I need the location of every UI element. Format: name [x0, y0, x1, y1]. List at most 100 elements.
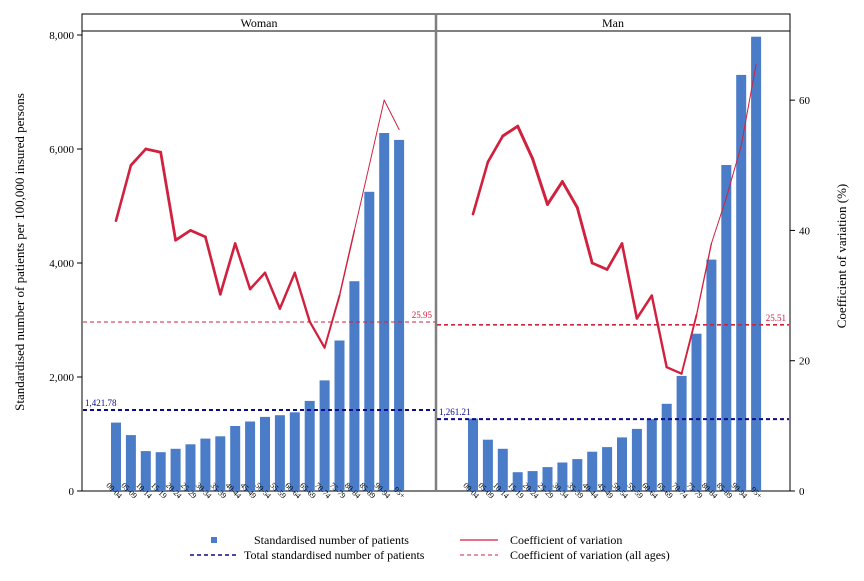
bar-woman-17 — [364, 191, 375, 492]
bar-woman-11 — [274, 415, 285, 491]
bar-man-19 — [751, 36, 762, 491]
cv-segment-woman-10 — [263, 271, 282, 310]
bar-woman-3 — [155, 452, 166, 491]
bar-woman-16 — [349, 281, 360, 491]
bar-man-14 — [676, 375, 687, 491]
legend-label-cv: Coefficient of variation — [510, 533, 622, 547]
bar-woman-2 — [140, 451, 151, 491]
cv-segment-woman-2 — [144, 147, 163, 154]
cv-segment-woman-15 — [338, 229, 356, 297]
cv-segment-woman-5 — [189, 229, 207, 239]
bar-woman-7 — [215, 436, 226, 491]
cv-segment-man-11 — [635, 294, 654, 320]
bar-man-7 — [572, 459, 583, 491]
bar-man-3 — [512, 472, 523, 491]
cv-segment-man-4 — [531, 157, 549, 206]
cv-segment-woman-14 — [323, 294, 341, 349]
bar-woman-15 — [334, 340, 345, 491]
cv-segment-woman-9 — [248, 271, 267, 291]
legend: Standardised number of patients Coeffici… — [190, 533, 670, 562]
bar-woman-14 — [319, 380, 330, 491]
cv-segment-man-3 — [516, 124, 535, 161]
legend-swatch-bars — [211, 537, 217, 543]
panel-title-man: Man — [602, 16, 624, 30]
y-right-tick-label-0: 0 — [799, 486, 805, 498]
cv-all-label-woman: 25.95 — [412, 310, 433, 320]
cv-segment-man-8 — [590, 261, 609, 271]
bar-woman-13 — [304, 400, 315, 491]
cv-segment-woman-8 — [233, 242, 252, 291]
cv-segment-woman-16 — [353, 164, 370, 231]
bar-man-10 — [617, 437, 627, 491]
bar-woman-8 — [230, 426, 241, 491]
axes-layer: 0 2,000 4,000 6,000 8,000 0 20 40 60 — [49, 30, 810, 498]
cv-segment-man-7 — [575, 206, 594, 265]
cv-segment-woman-6 — [204, 235, 222, 296]
legend-label-total: Total standardised number of patients — [244, 548, 425, 562]
bar-man-11 — [631, 428, 642, 491]
bar-woman-5 — [185, 444, 196, 491]
panel-title-woman: Woman — [240, 16, 277, 30]
y-left-axis-title: Standardised number of patients per 100,… — [12, 93, 27, 411]
bar-woman-1 — [125, 435, 136, 491]
legend-label-cv-all: Coefficient of variation (all ages) — [510, 548, 670, 562]
cv-all-label-man: 25.51 — [766, 313, 786, 323]
y-right-tick-label-2: 40 — [799, 225, 811, 237]
cv-segment-woman-13 — [308, 320, 326, 349]
y-left-tick-label-2: 4,000 — [49, 258, 74, 270]
cv-segment-man-15 — [695, 242, 713, 316]
legend-label-bars: Standardised number of patients — [254, 533, 409, 547]
bar-man-5 — [542, 467, 553, 491]
bar-woman-19 — [394, 139, 405, 491]
cv-segment-woman-3 — [159, 150, 178, 242]
cv-segment-man-16 — [710, 197, 727, 244]
bar-woman-18 — [379, 133, 390, 491]
y-left-tick-label-0: 0 — [69, 486, 75, 498]
cv-segment-man-6 — [560, 180, 579, 210]
cv-segment-man-1 — [486, 134, 505, 164]
cv-segment-man-12 — [650, 294, 668, 369]
bar-woman-6 — [200, 438, 211, 491]
bar-man-12 — [646, 419, 657, 491]
y-right-tick-label-3: 60 — [799, 95, 811, 107]
bar-man-4 — [527, 471, 538, 491]
total-label-woman: 1,421.78 — [85, 398, 117, 408]
y-left-tick-label-3: 6,000 — [49, 144, 74, 156]
y-left-tick-label-4: 8,000 — [49, 30, 74, 42]
bars-layer — [111, 36, 762, 492]
cv-segment-man-5 — [546, 180, 564, 206]
bar-man-1 — [482, 439, 493, 491]
cv-segment-woman-17 — [368, 99, 385, 166]
y-right-tick-label-1: 20 — [799, 356, 811, 368]
y-right-axis-title: Coefficient of variation (%) — [834, 184, 849, 329]
bar-man-15 — [691, 333, 702, 491]
bar-man-17 — [721, 165, 732, 491]
cv-segment-woman-11 — [278, 271, 297, 310]
reference-lines-layer: 1,421.78 25.95 1,261.21 25.51 — [83, 310, 789, 421]
cv-segment-man-0 — [471, 160, 490, 216]
cv-segment-woman-0 — [114, 164, 133, 222]
cv-lines-layer — [114, 63, 757, 375]
cv-segment-man-17 — [725, 145, 742, 199]
bar-woman-4 — [170, 448, 181, 491]
bar-man-9 — [602, 447, 613, 491]
cv-segment-man-2 — [501, 124, 520, 138]
cv-segment-woman-12 — [293, 271, 311, 323]
bar-man-13 — [661, 403, 672, 491]
bar-woman-0 — [111, 422, 121, 491]
y-left-tick-label-1: 2,000 — [49, 372, 74, 384]
cv-segment-man-10 — [620, 242, 639, 320]
cv-segment-woman-1 — [129, 147, 148, 167]
cv-segment-woman-4 — [174, 229, 192, 242]
cv-segment-man-18 — [740, 63, 757, 147]
bar-man-8 — [587, 451, 598, 491]
bar-woman-10 — [260, 416, 270, 491]
bar-woman-12 — [289, 412, 300, 491]
bar-man-0 — [468, 418, 478, 491]
total-label-man: 1,261.21 — [439, 407, 471, 417]
cv-segment-man-13 — [665, 366, 683, 375]
cv-segment-man-9 — [605, 242, 624, 271]
bar-man-16 — [706, 259, 717, 491]
